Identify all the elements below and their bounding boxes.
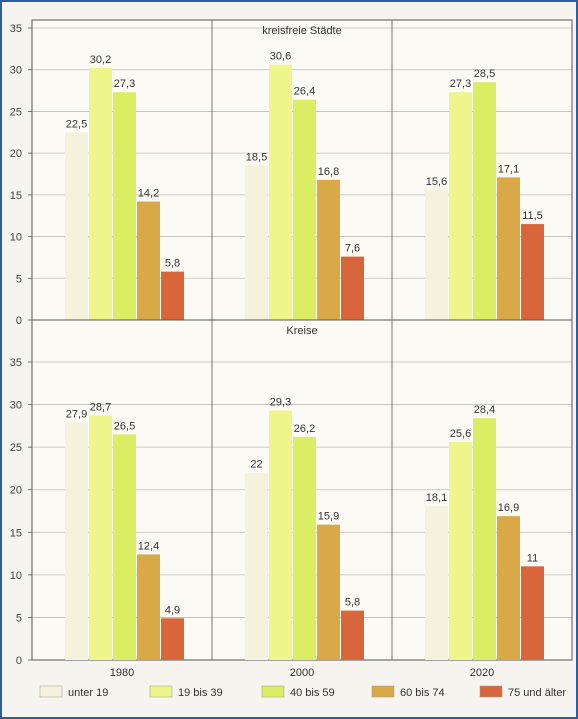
data-label: 15,6 <box>426 176 447 188</box>
data-label: 30,6 <box>270 51 291 63</box>
y-tick-label: 30 <box>10 65 22 77</box>
bar <box>113 434 136 660</box>
data-label: 4,9 <box>165 604 180 616</box>
data-label: 16,8 <box>318 166 339 178</box>
bar <box>161 618 184 660</box>
data-label: 22 <box>250 459 262 471</box>
data-label: 26,2 <box>294 423 315 435</box>
y-tick-label: 10 <box>10 570 22 582</box>
y-tick-label: 0 <box>16 315 22 327</box>
y-tick-label: 30 <box>10 400 22 412</box>
legend-label: unter 19 <box>68 687 108 699</box>
bar <box>449 92 472 321</box>
legend-swatch <box>149 685 173 698</box>
legend-swatch <box>479 685 503 698</box>
data-label: 27,9 <box>66 408 87 420</box>
panel-title: Kreise <box>286 325 317 337</box>
data-label: 26,4 <box>294 86 315 98</box>
x-category-label: 2020 <box>470 667 494 679</box>
bar <box>113 92 136 321</box>
data-label: 18,1 <box>426 492 447 504</box>
y-tick-label: 0 <box>16 655 22 667</box>
bar <box>89 68 112 320</box>
data-label: 12,4 <box>138 540 159 552</box>
bar <box>425 505 448 660</box>
data-label: 29,3 <box>270 397 291 409</box>
bar <box>425 189 448 320</box>
data-label: 16,9 <box>498 502 519 514</box>
data-label: 28,7 <box>90 402 111 414</box>
bar <box>269 64 292 320</box>
legend-swatch <box>371 685 395 698</box>
data-label: 5,8 <box>345 597 360 609</box>
bar <box>89 415 112 660</box>
data-label: 18,5 <box>246 152 267 164</box>
y-tick-label: 20 <box>10 148 22 160</box>
y-tick-label: 15 <box>10 190 22 202</box>
data-label: 28,5 <box>474 68 495 80</box>
bar <box>317 179 340 320</box>
data-label: 7,6 <box>345 243 360 255</box>
y-tick-label: 25 <box>10 442 22 454</box>
bar <box>521 224 544 320</box>
bar <box>245 165 268 320</box>
bar <box>269 410 292 660</box>
legend-swatch <box>39 685 63 698</box>
y-tick-label: 10 <box>10 232 22 244</box>
panel-2: 0 5 10 15 20 25 30 35 Kreise 27,928,726,5 12,4 4,9 2… <box>10 319 573 667</box>
bar <box>473 418 496 660</box>
panel-title: kreisfreie Städte <box>262 25 341 37</box>
bar <box>317 524 340 660</box>
data-label: 22,5 <box>66 118 87 130</box>
bar <box>65 422 88 660</box>
legend-label: 75 und älter <box>508 687 566 699</box>
y-tick-label: 25 <box>10 106 22 118</box>
data-label: 11 <box>527 552 538 564</box>
y-tick-label: 35 <box>10 23 22 35</box>
bar <box>65 132 88 320</box>
bar <box>293 99 316 321</box>
y-tick-label: 5 <box>16 612 22 624</box>
bar <box>293 436 316 660</box>
x-category-label: 2000 <box>290 667 314 679</box>
bar <box>161 271 184 320</box>
legend-label: 40 bis 59 <box>290 687 335 699</box>
data-label: 5,8 <box>165 258 180 270</box>
bar <box>137 554 160 660</box>
y-tick-label: 15 <box>10 527 22 539</box>
legend-label: 19 bis 39 <box>178 687 223 699</box>
bar <box>245 472 268 660</box>
bar <box>497 516 520 660</box>
x-category-label: 1980 <box>110 667 134 679</box>
data-label: 27,3 <box>450 78 471 90</box>
data-label: 25,6 <box>450 428 471 440</box>
data-label: 26,5 <box>114 420 135 432</box>
data-label: 11,5 <box>522 210 543 222</box>
bar <box>449 442 472 660</box>
legend-label: 60 bis 74 <box>400 687 445 699</box>
data-label: 30,2 <box>90 54 111 66</box>
legend-swatch <box>261 685 285 698</box>
bar <box>137 201 160 320</box>
bar <box>497 177 520 320</box>
y-tick-label: 35 <box>10 357 22 369</box>
bar <box>341 256 364 320</box>
bar <box>341 610 364 660</box>
bar <box>521 566 544 660</box>
y-tick-label: 20 <box>10 485 22 497</box>
data-label: 17,1 <box>498 163 519 175</box>
data-label: 28,4 <box>474 404 495 416</box>
data-label: 15,9 <box>318 511 339 523</box>
y-tick-label: 5 <box>16 273 22 285</box>
bar <box>473 82 496 320</box>
data-label: 27,3 <box>114 78 135 90</box>
data-label: 14,2 <box>138 188 159 200</box>
